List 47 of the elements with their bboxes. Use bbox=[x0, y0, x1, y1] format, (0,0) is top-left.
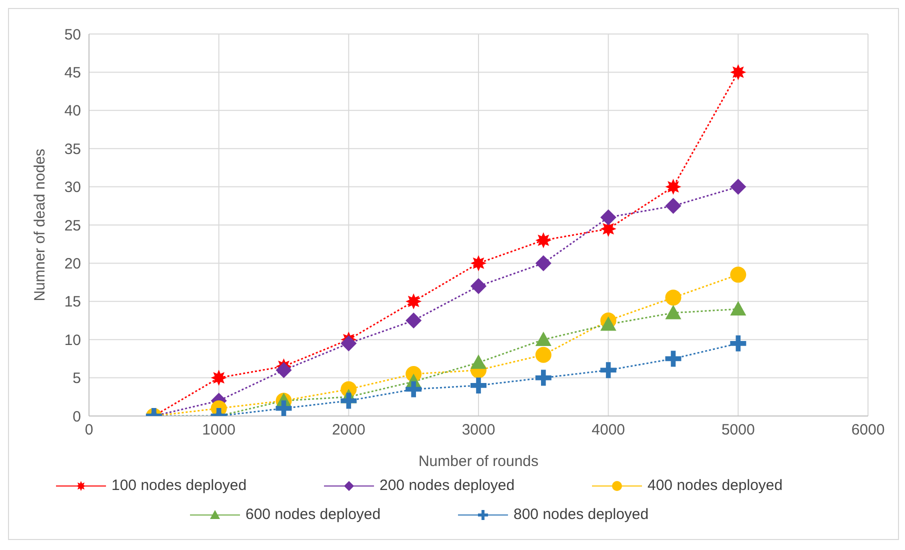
y-axis-title: Numner of dead nodes bbox=[31, 148, 48, 302]
y-tick-label: 25 bbox=[64, 217, 81, 234]
y-tick-label: 20 bbox=[64, 256, 81, 273]
x-tick-label: 0 bbox=[84, 422, 94, 439]
point bbox=[730, 178, 746, 195]
x-tick-label: 2000 bbox=[332, 422, 366, 439]
x-axis-title: Number of rounds bbox=[418, 453, 539, 470]
point bbox=[535, 232, 552, 248]
point bbox=[276, 362, 292, 378]
point bbox=[665, 304, 682, 320]
x-tick-label: 1000 bbox=[202, 422, 236, 439]
point bbox=[730, 266, 746, 283]
y-tick-label: 10 bbox=[64, 332, 81, 349]
y-tick-label: 35 bbox=[64, 140, 81, 158]
legend-label: 200 nodes deployed bbox=[380, 477, 515, 494]
point bbox=[535, 255, 552, 272]
x-tick-label: 3000 bbox=[462, 422, 496, 439]
point bbox=[340, 335, 357, 352]
point bbox=[470, 354, 486, 369]
y-tick-label: 45 bbox=[64, 64, 81, 82]
point bbox=[470, 255, 486, 272]
y-tick-label: 5 bbox=[72, 370, 81, 388]
point bbox=[210, 370, 227, 386]
legend-label: 100 nodes deployed bbox=[112, 477, 247, 494]
point bbox=[600, 316, 616, 331]
legend-label: 600 nodes deployed bbox=[246, 506, 381, 523]
point bbox=[470, 278, 486, 294]
y-tick-label: 50 bbox=[64, 26, 81, 44]
y-tick-label: 30 bbox=[64, 179, 81, 196]
point bbox=[406, 312, 422, 328]
point bbox=[665, 178, 682, 195]
legend-label: 400 nodes deployed bbox=[648, 477, 783, 494]
point bbox=[730, 301, 746, 316]
point bbox=[406, 293, 422, 310]
point bbox=[535, 332, 552, 346]
y-tick-label: 15 bbox=[64, 294, 81, 311]
point bbox=[600, 209, 616, 226]
y-tick-label: 40 bbox=[64, 102, 81, 120]
point bbox=[730, 64, 746, 80]
x-tick-label: 6000 bbox=[851, 422, 885, 439]
x-tick-label: 4000 bbox=[592, 422, 626, 439]
point bbox=[665, 290, 682, 306]
y-tick-label: 0 bbox=[72, 408, 81, 426]
legend-label: 800 nodes deployed bbox=[514, 506, 649, 523]
x-tick-label: 5000 bbox=[721, 422, 755, 439]
point bbox=[535, 346, 552, 363]
point bbox=[665, 198, 682, 214]
